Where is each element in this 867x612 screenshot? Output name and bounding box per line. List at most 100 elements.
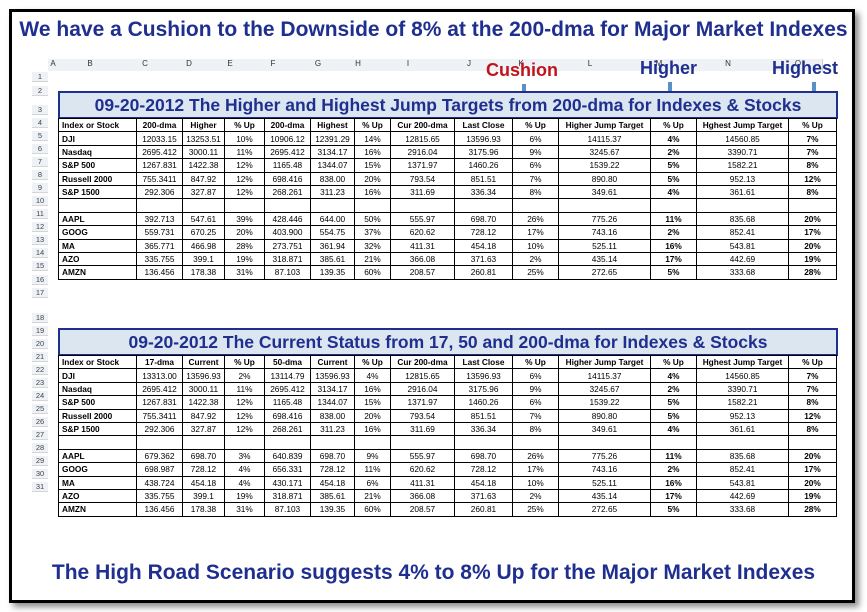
row-label: GOOG: [58, 225, 137, 240]
row-label: GOOG: [58, 462, 137, 477]
row-number[interactable]: 5: [32, 131, 48, 141]
table-row: AMZN 136.456 178.38 31% 87.103 139.35 60% 208.5…: [58, 265, 837, 280]
row-number[interactable]: 11: [32, 209, 48, 219]
table-cell: 292.306: [136, 421, 183, 437]
table-cell: 2%: [650, 462, 697, 477]
table-cell: [136, 198, 183, 213]
table-cell: 11%: [650, 448, 697, 464]
table-cell: 20%: [354, 171, 391, 186]
row-number[interactable]: 16: [32, 275, 48, 285]
table-cell: 4%: [650, 184, 697, 200]
table-cell: 15%: [354, 158, 391, 173]
table-cell: [454, 198, 513, 213]
column-letter[interactable]: G: [296, 59, 341, 71]
table-cell: 835.68: [696, 211, 789, 227]
column-header: Highest: [310, 117, 355, 133]
table-cell: 775.26: [558, 211, 651, 227]
table-cell: 698.987: [136, 462, 183, 477]
table-cell: 743.16: [558, 225, 651, 240]
row-number[interactable]: 12: [32, 222, 48, 232]
row-number[interactable]: 31: [32, 482, 48, 492]
row-number[interactable]: 27: [32, 430, 48, 440]
column-letter[interactable]: F: [250, 59, 297, 71]
row-number[interactable]: 21: [32, 352, 48, 362]
row-number[interactable]: 9: [32, 183, 48, 193]
column-letter[interactable]: H: [340, 59, 377, 71]
table-cell: 698.70: [454, 211, 513, 227]
current-status-table: Index or Stock 17-dma Current% Up 50-dma Cur…: [58, 354, 837, 517]
column-letter[interactable]: E: [210, 59, 251, 71]
column-letter[interactable]: I: [376, 59, 441, 71]
column-letter[interactable]: D: [168, 59, 211, 71]
table-cell: 5%: [650, 265, 697, 280]
row-number[interactable]: 26: [32, 417, 48, 427]
row-number[interactable]: 17: [32, 288, 48, 298]
row-number[interactable]: 18: [32, 313, 48, 323]
column-header: Hghest Jump Target: [696, 117, 789, 133]
table-cell: 1165.48: [264, 395, 311, 410]
table-cell: 5%: [650, 408, 697, 423]
table-cell: 17%: [788, 225, 837, 240]
row-number[interactable]: 25: [32, 404, 48, 414]
table-cell: 349.61: [558, 421, 651, 437]
table-cell: 139.35: [310, 265, 355, 280]
table-cell: 26%: [512, 211, 559, 227]
table-cell: 136.456: [136, 265, 183, 280]
table-cell: 335.755: [136, 488, 183, 504]
row-number[interactable]: 8: [32, 170, 48, 180]
table-row: Russell 2000 755.3411 847.92 12% 698.416 838.…: [58, 408, 837, 423]
table-row: MA 365.771 466.98 28% 273.751 361.94 32% 411.31…: [58, 238, 837, 253]
table-cell: 311.23: [310, 184, 355, 200]
table-cell: 12033.15: [136, 131, 183, 146]
table-cell: [354, 198, 391, 213]
column-letter[interactable]: C: [122, 59, 169, 71]
row-number[interactable]: 13: [32, 235, 48, 245]
table-cell: [788, 435, 837, 450]
table-cell: [696, 435, 789, 450]
table-cell: 19%: [224, 488, 265, 504]
table-cell: [558, 435, 651, 450]
table-cell: 728.12: [454, 225, 513, 240]
row-number[interactable]: 6: [32, 144, 48, 154]
table-cell: 728.12: [310, 462, 355, 477]
column-header: Cur 200-dma: [390, 354, 455, 370]
table-cell: [264, 435, 311, 450]
row-number[interactable]: 23: [32, 378, 48, 388]
row-number[interactable]: 29: [32, 456, 48, 466]
row-number[interactable]: 4: [32, 118, 48, 128]
row-number[interactable]: 10: [32, 196, 48, 206]
column-header: Current: [310, 354, 355, 370]
table-cell: 6%: [354, 475, 391, 490]
table-cell: 15%: [354, 395, 391, 410]
row-label: AMZN: [58, 502, 137, 517]
table-cell: [390, 198, 455, 213]
table-cell: 4%: [354, 368, 391, 383]
row-number[interactable]: 2: [32, 86, 48, 96]
row-number[interactable]: 3: [32, 105, 48, 115]
spacer-row: [58, 198, 837, 213]
column-header: % Up: [788, 354, 837, 370]
row-number[interactable]: 7: [32, 157, 48, 167]
column-header: Higher Jump Target: [558, 117, 651, 133]
row-number[interactable]: 15: [32, 261, 48, 271]
table-cell: 952.13: [696, 171, 789, 186]
table-cell: 698.70: [310, 448, 355, 464]
table-cell: 327.87: [182, 184, 225, 200]
row-number[interactable]: 19: [32, 326, 48, 336]
column-letter[interactable]: B: [58, 59, 123, 71]
row-label: Russell 2000: [58, 408, 137, 423]
table-cell: 890.80: [558, 171, 651, 186]
table-cell: 4%: [650, 421, 697, 437]
row-number[interactable]: 28: [32, 443, 48, 453]
column-letter[interactable]: O: [774, 59, 823, 71]
row-number[interactable]: 14: [32, 248, 48, 258]
row-number[interactable]: 20: [32, 339, 48, 349]
column-header: Current: [182, 354, 225, 370]
table-cell: 7%: [788, 368, 837, 383]
row-number[interactable]: 22: [32, 365, 48, 375]
table-cell: 20%: [788, 238, 837, 253]
table-row: DJI 13313.00 13596.93 2% 13114.79 13596.93 4% 1…: [58, 368, 837, 383]
row-number[interactable]: 24: [32, 391, 48, 401]
row-number[interactable]: 30: [32, 469, 48, 479]
row-number[interactable]: 1: [32, 72, 48, 82]
